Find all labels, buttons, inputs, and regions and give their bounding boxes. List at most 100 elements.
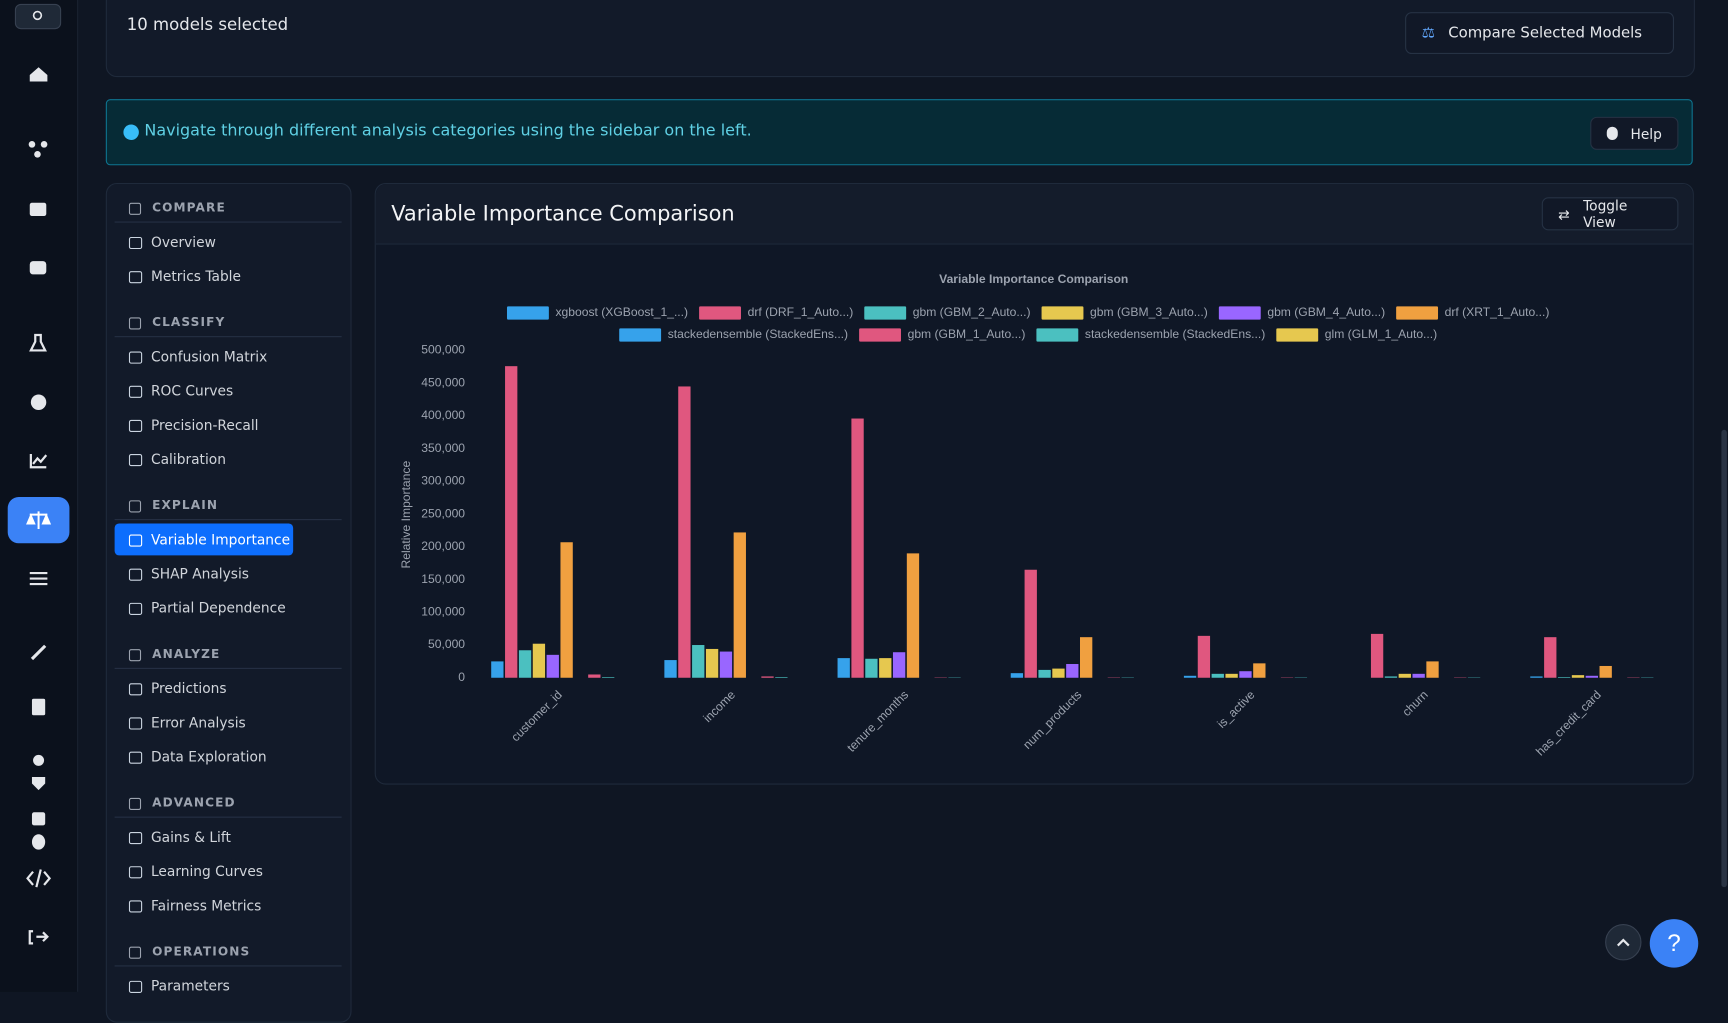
robot-icon[interactable]	[30, 261, 47, 274]
bar	[678, 386, 690, 677]
legend-swatch	[507, 306, 549, 319]
x-tick-label: customer_id	[508, 688, 565, 745]
bar	[1239, 671, 1251, 678]
logout-icon[interactable]	[30, 931, 48, 943]
legend-swatch	[859, 328, 901, 341]
code-icon[interactable]	[28, 870, 50, 888]
legend-item: gbm (GBM_2_Auto...)	[864, 305, 1030, 319]
nav-item-icon	[129, 352, 142, 364]
bar	[1530, 676, 1542, 677]
sliders-icon[interactable]	[30, 573, 48, 584]
bar	[560, 542, 572, 678]
legend-swatch	[619, 328, 661, 341]
bar	[1080, 637, 1092, 678]
legend-swatch	[1042, 306, 1084, 319]
nav-item-icon	[129, 271, 142, 283]
legend-label: gbm (GBM_3_Auto...)	[1090, 305, 1208, 319]
compare-button[interactable]: ⚖ Compare Selected Models	[1405, 12, 1674, 54]
document-icon[interactable]	[32, 699, 45, 716]
bar	[838, 658, 850, 678]
bar	[1011, 673, 1023, 678]
nav-section-title: EXPLAIN	[152, 498, 218, 512]
help-button-label: Help	[1630, 125, 1661, 142]
help-icon	[1607, 127, 1617, 140]
nav-section-icon	[129, 649, 141, 661]
toggle-view-button[interactable]: ⇄Toggle View	[1542, 197, 1679, 230]
nav-section-title: ADVANCED	[152, 796, 236, 810]
bar	[547, 655, 559, 678]
settings-icon[interactable]	[33, 755, 44, 766]
bar	[907, 553, 919, 677]
swap-icon: ⇄	[1558, 206, 1570, 223]
nav-item-icon	[129, 981, 142, 993]
legend-item: gbm (GBM_3_Auto...)	[1042, 305, 1208, 319]
bar	[706, 649, 718, 678]
compare-button-label: Compare Selected Models	[1448, 24, 1642, 42]
bar	[491, 661, 503, 677]
bar	[734, 532, 746, 677]
nav-section-title: ANALYZE	[152, 647, 220, 661]
x-tick-label: is_active	[1214, 687, 1257, 730]
legend-item: drf (XRT_1_Auto...)	[1396, 305, 1549, 319]
y-tick-label: 300,000	[421, 474, 465, 488]
bar	[775, 677, 787, 678]
nav-item-icon	[129, 683, 142, 695]
bar	[1052, 669, 1064, 678]
bar	[761, 676, 773, 677]
nav-item-icon	[129, 237, 142, 249]
nav-divider	[115, 519, 342, 520]
rail-icons	[0, 0, 77, 992]
legend-label: gbm (GBM_2_Auto...)	[913, 305, 1031, 319]
legend-swatch	[1036, 328, 1078, 341]
legend-label: drf (XRT_1_Auto...)	[1445, 305, 1550, 319]
home-icon[interactable]	[30, 67, 48, 81]
nav-section-icon	[129, 798, 141, 810]
model-icon[interactable]	[29, 141, 48, 158]
scale-glyph: ⚖	[1422, 24, 1435, 42]
legend-label: stackedensemble (StackedEns...)	[1085, 327, 1265, 341]
y-tick-label: 0	[458, 670, 465, 684]
chart-icon[interactable]	[31, 454, 46, 467]
x-tick-label: tenure_months	[844, 688, 911, 755]
bar	[1253, 663, 1265, 677]
legend-item: gbm (GBM_1_Auto...)	[859, 327, 1025, 341]
legend-label: xgboost (XGBoost_1_...)	[555, 305, 688, 319]
legend-label: glm (GLM_1_Auto...)	[1325, 327, 1437, 341]
legend-label: gbm (GBM_4_Auto...)	[1267, 305, 1385, 319]
bar	[1586, 676, 1598, 678]
bar	[692, 645, 704, 678]
brain-icon[interactable]	[31, 395, 46, 410]
legend-swatch	[1396, 306, 1438, 319]
scroll-top-button[interactable]	[1606, 925, 1641, 960]
info-icon	[123, 125, 138, 140]
bar	[893, 652, 905, 678]
legend-label: stackedensemble (StackedEns...)	[668, 327, 848, 341]
database-icon[interactable]	[32, 834, 45, 849]
x-tick-label: income	[701, 687, 739, 725]
rocket-icon[interactable]	[31, 645, 46, 660]
bar	[1198, 636, 1210, 678]
bar	[1544, 637, 1556, 678]
flask-icon[interactable]	[31, 335, 45, 350]
help-fab-label: ?	[1667, 930, 1680, 957]
page: 10 models selected ⚖Compare Selected Mod…	[0, 0, 1728, 992]
bar	[1184, 676, 1196, 678]
search-button[interactable]	[15, 4, 60, 28]
bar	[1413, 674, 1425, 678]
help-button[interactable]: Help	[1590, 117, 1678, 150]
legend-item: stackedensemble (StackedEns...)	[1036, 327, 1265, 341]
legend-label: gbm (GBM_1_Auto...)	[908, 327, 1026, 341]
shield-icon[interactable]	[32, 777, 45, 790]
table-icon[interactable]	[30, 203, 47, 216]
y-tick-label: 500,000	[421, 343, 465, 357]
bar	[602, 677, 614, 678]
nav-section-title: CLASSIFY	[152, 315, 225, 329]
legend-swatch	[1219, 306, 1261, 319]
y-tick-label: 250,000	[421, 506, 465, 520]
y-tick-label: 50,000	[428, 637, 465, 651]
nav-item-icon	[129, 603, 142, 615]
x-tick-label: num_products	[1020, 688, 1084, 752]
bar	[519, 650, 531, 677]
y-tick-label: 450,000	[421, 375, 465, 389]
book-icon[interactable]	[32, 812, 45, 825]
